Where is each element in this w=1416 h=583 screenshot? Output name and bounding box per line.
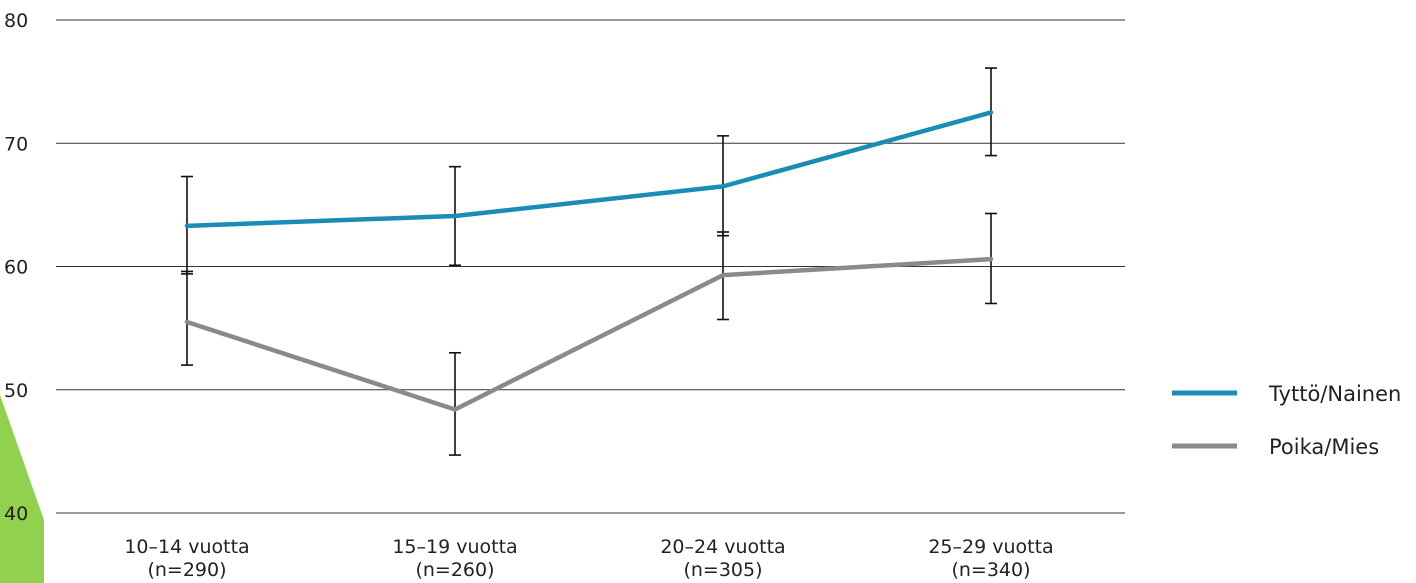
x-tick-label: 15–19 vuotta [392, 536, 517, 558]
error-bar [449, 351, 461, 456]
x-tick-sample-size: (n=340) [951, 559, 1030, 581]
legend-label: Tyttö/Nainen [1268, 382, 1401, 406]
x-tick-label: 20–24 vuotta [660, 536, 785, 558]
error-bars [181, 67, 997, 456]
legend-label: Poika/Mies [1269, 435, 1379, 459]
y-tick-label: 80 [4, 10, 28, 32]
x-axis-categories: 10–14 vuotta(n=290) 15–19 vuotta(n=260) 20… [124, 536, 1053, 581]
x-tick-label: 25–29 vuotta [928, 536, 1053, 558]
series-line-poika-mies [184, 256, 994, 412]
series-line-tytt-nainen [184, 110, 994, 229]
y-tick-label: 70 [4, 133, 28, 155]
x-tick-sample-size: (n=305) [683, 559, 762, 581]
x-tick-sample-size: (n=290) [147, 559, 226, 581]
y-tick-label: 40 [4, 503, 28, 525]
y-axis-ticks: 40 50 60 70 80 [4, 10, 28, 525]
series-lines [184, 110, 994, 412]
x-tick-sample-size: (n=260) [415, 559, 494, 581]
grid-lines [56, 19, 1125, 514]
green-corner-decoration [0, 395, 44, 583]
legend: Tyttö/Nainen Poika/Mies [1172, 382, 1401, 459]
y-tick-label: 50 [4, 380, 28, 402]
error-bar [181, 270, 193, 366]
x-tick-label: 10–14 vuotta [124, 536, 249, 558]
y-tick-label: 60 [4, 257, 28, 279]
